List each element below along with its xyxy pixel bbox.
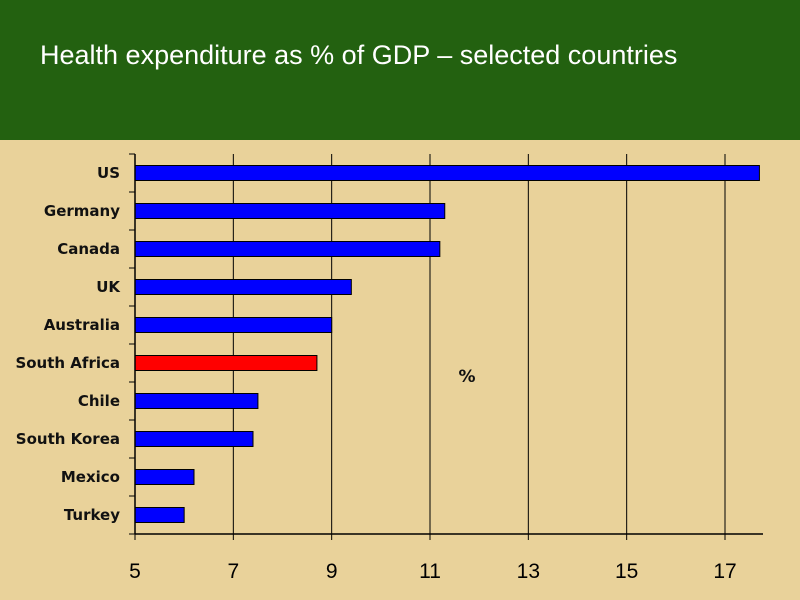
bar-germany: [134, 203, 446, 219]
bars: [134, 165, 760, 523]
category-labels: US Germany Canada UK Australia South Africa Ch…: [15, 164, 121, 524]
category-label-chile: Chile: [78, 392, 120, 410]
x-tick-label-5: 5: [129, 560, 141, 583]
category-label-mexico: Mexico: [61, 468, 120, 486]
category-label-uk: UK: [96, 278, 121, 296]
bar-mexico: [134, 469, 195, 485]
bar-uk: [134, 279, 352, 295]
category-label-us: US: [97, 164, 120, 182]
x-tick-label-11: 11: [419, 560, 441, 583]
category-label-south-africa: South Africa: [15, 354, 120, 372]
bar-south-korea: [134, 431, 254, 447]
axes: [129, 153, 763, 540]
x-tick-label-9: 9: [326, 560, 338, 583]
category-label-turkey: Turkey: [64, 506, 120, 524]
bar-turkey: [134, 507, 185, 523]
bar-canada: [134, 241, 441, 257]
category-label-canada: Canada: [57, 240, 120, 258]
slide-title: Health expenditure as % of GDP – selecte…: [40, 40, 678, 70]
bar-chile: [134, 393, 259, 409]
slide-header: [0, 0, 800, 140]
category-label-germany: Germany: [44, 202, 120, 220]
category-label-australia: Australia: [44, 316, 120, 334]
category-label-south-korea: South Korea: [16, 430, 120, 448]
tick-labels: 5 7 9 11 13 15 17: [129, 560, 737, 583]
x-tick-label-15: 15: [615, 560, 638, 583]
bar-us: [134, 165, 760, 181]
x-tick-label-17: 17: [713, 560, 736, 583]
x-tick-label-13: 13: [517, 560, 540, 583]
x-tick-label-7: 7: [227, 560, 239, 583]
bar-australia: [134, 317, 333, 333]
bar-south-africa: [134, 355, 318, 371]
percent-annotation: %: [458, 367, 475, 387]
